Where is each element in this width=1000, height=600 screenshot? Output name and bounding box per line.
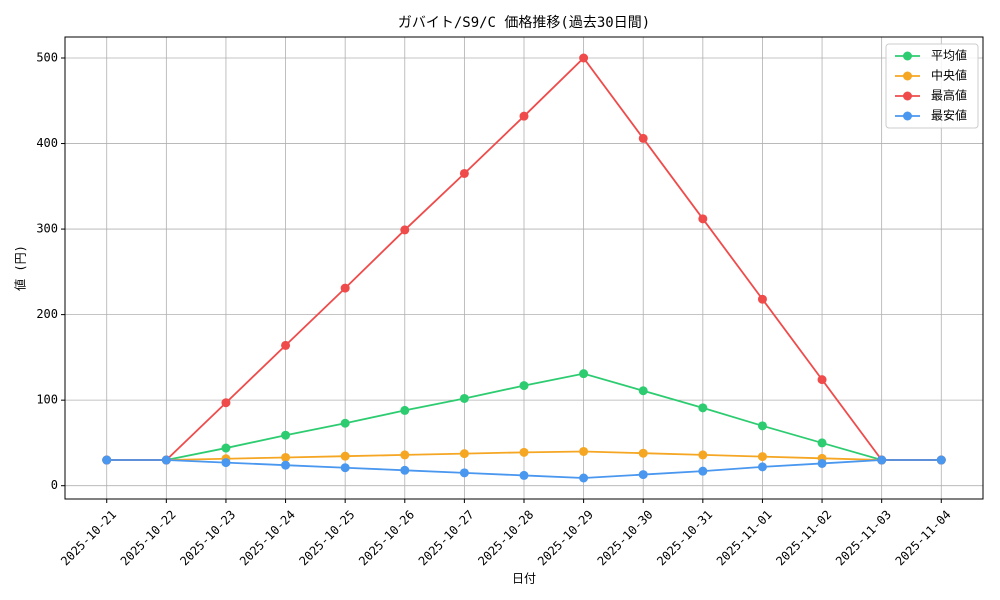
data-point [281,452,291,462]
x-axis-label: 日付 [512,572,536,586]
x-tick-label: 2025-11-01 [714,507,775,568]
legend-label: 最安値 [931,108,967,123]
data-point [102,455,112,465]
legend-label: 中央値 [931,68,967,83]
plot-frame [64,36,984,500]
y-tick-label: 100 [36,393,58,407]
data-point [817,438,827,448]
data-point [519,470,529,480]
data-point [698,403,708,413]
x-tick-label: 2025-10-30 [595,507,656,568]
data-point [936,455,946,465]
y-tick-label: 500 [36,51,58,65]
data-point [817,458,827,468]
data-point [459,468,469,478]
data-point [698,450,708,460]
legend-box [885,43,979,129]
chart-title: ガバイト/S9/C 価格推移(過去30日間) [398,15,650,31]
data-point [221,398,231,408]
data-point [638,386,648,396]
data-point [459,168,469,178]
data-point [579,369,589,379]
legend-marker [903,71,912,81]
data-point [459,449,469,459]
y-axis-label: 値 (円) [13,245,28,291]
x-tick-label: 2025-11-04 [893,507,954,568]
data-point [638,470,648,480]
data-point [757,294,767,304]
data-point [340,418,350,428]
data-point [579,473,589,483]
x-tick-label: 2025-10-28 [475,507,536,568]
data-point [757,462,767,472]
data-point [519,381,529,391]
legend-marker [903,91,912,101]
data-point [340,463,350,473]
legend-marker [903,111,912,121]
x-tick-label: 2025-10-22 [118,507,179,568]
data-point [221,458,231,468]
legend-label: 最高値 [931,88,967,103]
data-point [340,283,350,293]
x-tick-label: 2025-10-24 [237,507,298,568]
data-point [579,53,589,63]
y-tick-label: 400 [36,136,58,150]
data-point [400,465,410,475]
x-tick-label: 2025-11-02 [773,507,834,568]
data-point [817,375,827,385]
legend-marker [903,51,912,61]
x-tick-label: 2025-10-31 [654,507,715,568]
data-point [400,225,410,235]
data-point [698,214,708,224]
data-point [519,447,529,457]
data-point [400,450,410,460]
legend-label: 平均値 [931,48,967,63]
y-tick-label: 0 [51,478,58,492]
x-tick-label: 2025-10-25 [297,507,358,568]
data-point [459,393,469,403]
data-point [638,133,648,143]
data-point [281,430,291,440]
x-tick-label: 2025-10-27 [416,507,477,568]
data-point [161,455,171,465]
data-point [281,460,291,470]
y-tick-label: 300 [36,222,58,236]
x-tick-label: 2025-10-21 [58,507,119,568]
y-tick-label: 200 [36,307,58,321]
data-point [340,451,350,461]
data-point [519,111,529,121]
data-point [221,443,231,453]
x-tick-label: 2025-10-23 [177,507,238,568]
data-point [638,448,648,458]
x-tick-label: 2025-11-03 [833,507,894,568]
data-point [757,452,767,462]
data-point [579,446,589,456]
data-point [400,405,410,415]
x-tick-label: 2025-10-26 [356,507,417,568]
data-point [698,466,708,476]
data-point [757,421,767,431]
data-point [877,455,887,465]
x-tick-label: 2025-10-29 [535,507,596,568]
data-point [281,340,291,350]
